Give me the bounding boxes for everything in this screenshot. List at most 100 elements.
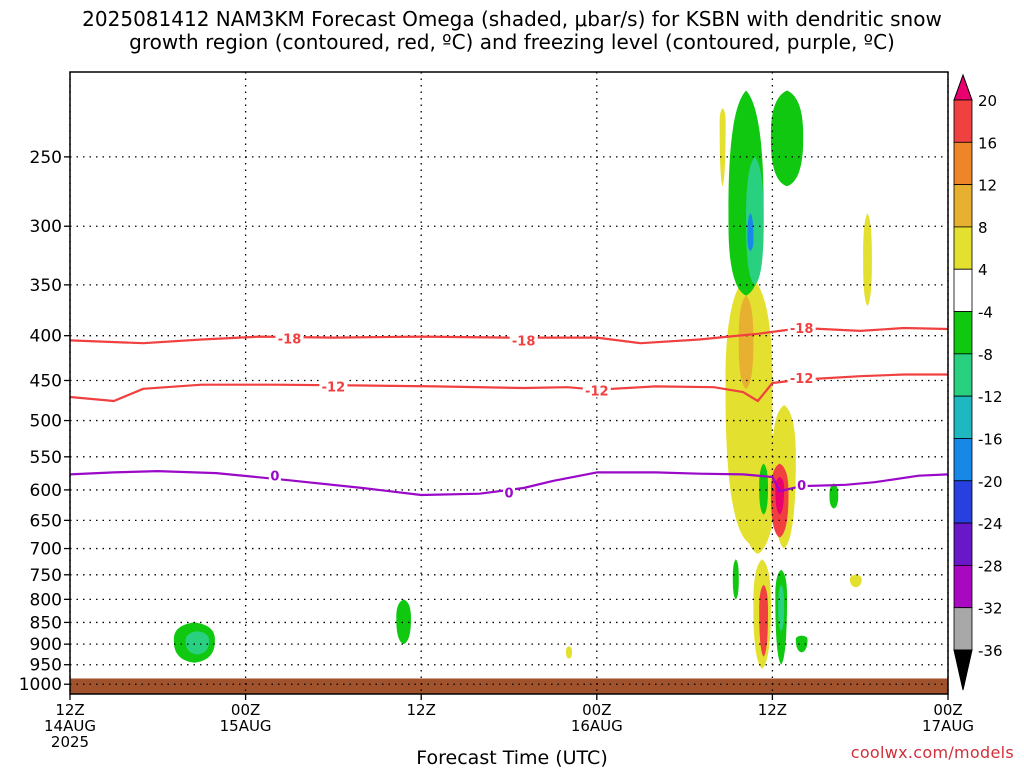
omega-region [849, 574, 862, 588]
y-tick-label: 1000 [19, 675, 62, 695]
plot-area: -18 -18 -18 -12 -12 -12 0 0 0 250 300 350 400 450 500 5… [19, 71, 974, 751]
colorbar-segment [953, 480, 973, 524]
colorbar-segment [953, 607, 973, 651]
contour-line [70, 470, 948, 497]
omega-region [778, 584, 785, 632]
contour-label-bg [582, 383, 611, 398]
x-tick-label: 14AUG [44, 717, 96, 735]
colorbar-label: 20 [978, 92, 997, 110]
omega-region [747, 213, 754, 251]
contour-label: -18 [278, 333, 302, 348]
colorbar-label: -32 [978, 600, 1003, 618]
colorbar: 20 16 12 8 4 -4 -8 -12 -16 -20 -24 -28 -32 -36 [953, 73, 1003, 691]
y-tick-label: 400 [30, 327, 62, 347]
contour-label-bg [319, 379, 348, 394]
omega-region [565, 646, 573, 659]
x-tick-label: 00Z [933, 701, 962, 719]
colorbar-segment [953, 564, 973, 609]
omega-region [732, 559, 739, 600]
y-tick-label: 900 [30, 635, 62, 655]
colorbar-label: 12 [978, 177, 997, 195]
contour-label-bg [275, 331, 304, 346]
contour-label: 0 [797, 479, 806, 494]
y-tick-label: 750 [30, 566, 62, 586]
contour-label: -12 [585, 384, 609, 399]
colorbar-segment [953, 353, 973, 397]
colorbar-segment [953, 395, 973, 439]
colorbar-segment [953, 184, 973, 228]
omega-region [746, 156, 764, 285]
plot-frame [69, 71, 949, 695]
x-axis-label: Forecast Time (UTC) [416, 747, 608, 769]
y-tick-label: 250 [30, 148, 62, 168]
y-tick-label: 550 [30, 448, 62, 468]
contour-line [70, 326, 948, 345]
contour-label-bg [795, 477, 808, 492]
colorbar-label: -28 [978, 557, 1003, 575]
x-tick-label: 12Z [758, 701, 787, 719]
omega-region [770, 90, 804, 187]
x-tick-label: 2025 [51, 733, 89, 751]
y-tick-label: 500 [30, 412, 62, 432]
x-tick-label: 12Z [407, 701, 436, 719]
colorbar-label: -24 [978, 515, 1003, 533]
contour-label-bg [787, 370, 816, 385]
x-tick-label: 00Z [582, 701, 611, 719]
colorbar-label: 4 [978, 261, 988, 279]
chart-title-line1: 2025081412 NAM3KM Forecast Omega (shaded… [82, 7, 942, 31]
omega-shading [70, 90, 948, 694]
omega-region [863, 213, 872, 307]
x-tick-label: 15AUG [220, 717, 272, 735]
colorbar-segment [953, 522, 973, 566]
contour-label: -18 [790, 322, 814, 337]
omega-region [759, 584, 769, 657]
y-tick-label: 450 [30, 371, 62, 391]
colorbar-segment [953, 99, 973, 143]
omega-region [185, 631, 210, 655]
y-axis-ticks: 2503003504004505005506006507007508008509… [19, 148, 70, 695]
y-tick-label: 650 [30, 511, 62, 531]
contour-label-bg [268, 468, 281, 483]
colorbar-segment [953, 226, 973, 270]
credit-text: coolwx.com/models [850, 743, 1014, 762]
colorbar-label: -20 [978, 473, 1003, 491]
omega-region [759, 463, 769, 515]
colorbar-segment [953, 438, 973, 482]
omega-region [719, 108, 726, 187]
y-tick-label: 800 [30, 590, 62, 610]
x-tick-label: 12Z [55, 701, 84, 719]
colorbar-segment [953, 268, 973, 312]
contour-label: 0 [270, 470, 279, 485]
omega-region [738, 295, 754, 389]
colorbar-label: -8 [978, 346, 993, 364]
contour-label: 0 [504, 486, 513, 501]
omega-region [738, 420, 777, 554]
contour-label-bg [509, 333, 538, 348]
contour-label: -12 [322, 380, 346, 395]
y-tick-label: 350 [30, 276, 62, 296]
terrain-fill [70, 678, 948, 694]
colorbar-label: -4 [978, 304, 993, 322]
colorbar-segment [953, 141, 973, 186]
chart-title-line2: growth region (contoured, red, ºC) and f… [129, 30, 895, 54]
colorbar-label: -16 [978, 430, 1003, 448]
plot-background [70, 72, 948, 694]
x-tick-label: 00Z [231, 701, 260, 719]
contour-label: -12 [790, 372, 814, 387]
omega-region [396, 599, 411, 645]
y-tick-label: 700 [30, 540, 62, 560]
colorbar-label: -36 [978, 642, 1003, 660]
colorbar-label: 16 [978, 134, 997, 152]
omega-region [795, 635, 808, 653]
contour-label-bg [787, 320, 816, 335]
contours: -18 -18 -18 -12 -12 -12 0 0 0 [70, 320, 948, 501]
x-tick-label: 16AUG [571, 717, 623, 735]
colorbar-segment [953, 311, 973, 355]
y-tick-label: 850 [30, 613, 62, 633]
colorbar-label: 8 [978, 219, 988, 237]
y-tick-label: 950 [30, 656, 62, 676]
colorbar-top-arrow [953, 73, 973, 101]
colorbar-label: -12 [978, 388, 1003, 406]
